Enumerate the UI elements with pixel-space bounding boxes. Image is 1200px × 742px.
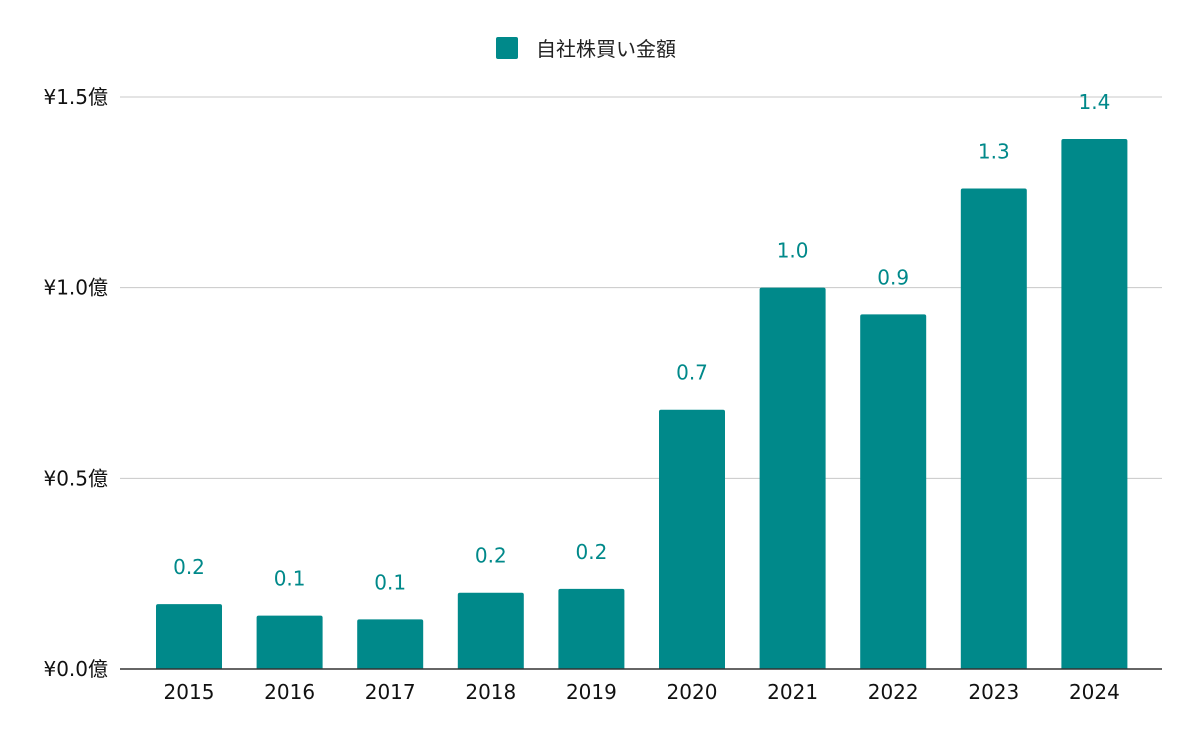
x-axis-labels: 2015 2016 2017 2018 2019 2020 2021 2022 2023 2024 — [164, 680, 1120, 704]
bar-2019 — [558, 588, 625, 669]
x-tick-label-2024: 2024 — [1069, 680, 1120, 704]
bar-2023 — [960, 188, 1027, 669]
x-tick-label-2019: 2019 — [566, 680, 617, 704]
x-tick-label-2015: 2015 — [164, 680, 215, 704]
y-axis-labels: ¥0.0億 ¥0.5億 ¥1.0億 ¥1.5億 — [43, 85, 108, 681]
data-label-2020: 0.7 — [676, 361, 708, 385]
legend-swatch — [496, 37, 518, 59]
y-tick-label: ¥0.0億 — [43, 657, 108, 681]
bar-2015 — [156, 604, 222, 669]
bar-2024 — [1061, 138, 1128, 670]
y-tick-label: ¥1.5億 — [43, 85, 108, 109]
bar-2021 — [759, 287, 826, 669]
data-label-2021: 1.0 — [777, 239, 809, 263]
data-label-2023: 1.3 — [978, 140, 1010, 164]
y-tick-label: ¥1.0億 — [43, 276, 108, 300]
legend: 自社株買い金額 — [496, 37, 676, 61]
data-label-2015: 0.2 — [173, 555, 205, 579]
legend-label: 自社株買い金額 — [536, 37, 676, 61]
data-label-2017: 0.1 — [374, 570, 406, 594]
data-label-2022: 0.9 — [877, 265, 909, 289]
bars — [156, 138, 1128, 670]
x-tick-label-2017: 2017 — [365, 680, 416, 704]
data-label-2019: 0.2 — [575, 540, 607, 564]
bar-2016 — [256, 615, 323, 669]
bar-2018 — [457, 592, 524, 669]
data-label-2016: 0.1 — [274, 567, 306, 591]
bar-2017 — [357, 619, 424, 669]
bar-2020 — [659, 409, 725, 669]
x-tick-label-2020: 2020 — [667, 680, 718, 704]
data-label-2024: 1.4 — [1078, 90, 1110, 114]
x-tick-label-2023: 2023 — [968, 680, 1019, 704]
y-tick-label: ¥0.5億 — [43, 466, 108, 490]
x-tick-label-2022: 2022 — [868, 680, 919, 704]
x-tick-label-2021: 2021 — [767, 680, 818, 704]
x-tick-label-2016: 2016 — [264, 680, 315, 704]
bar-2022 — [860, 314, 927, 669]
x-tick-label-2018: 2018 — [465, 680, 516, 704]
data-labels: 0.2 0.1 0.1 0.2 0.2 0.7 1.0 0.9 1.3 1.4 — [173, 90, 1110, 594]
data-label-2018: 0.2 — [475, 544, 507, 568]
